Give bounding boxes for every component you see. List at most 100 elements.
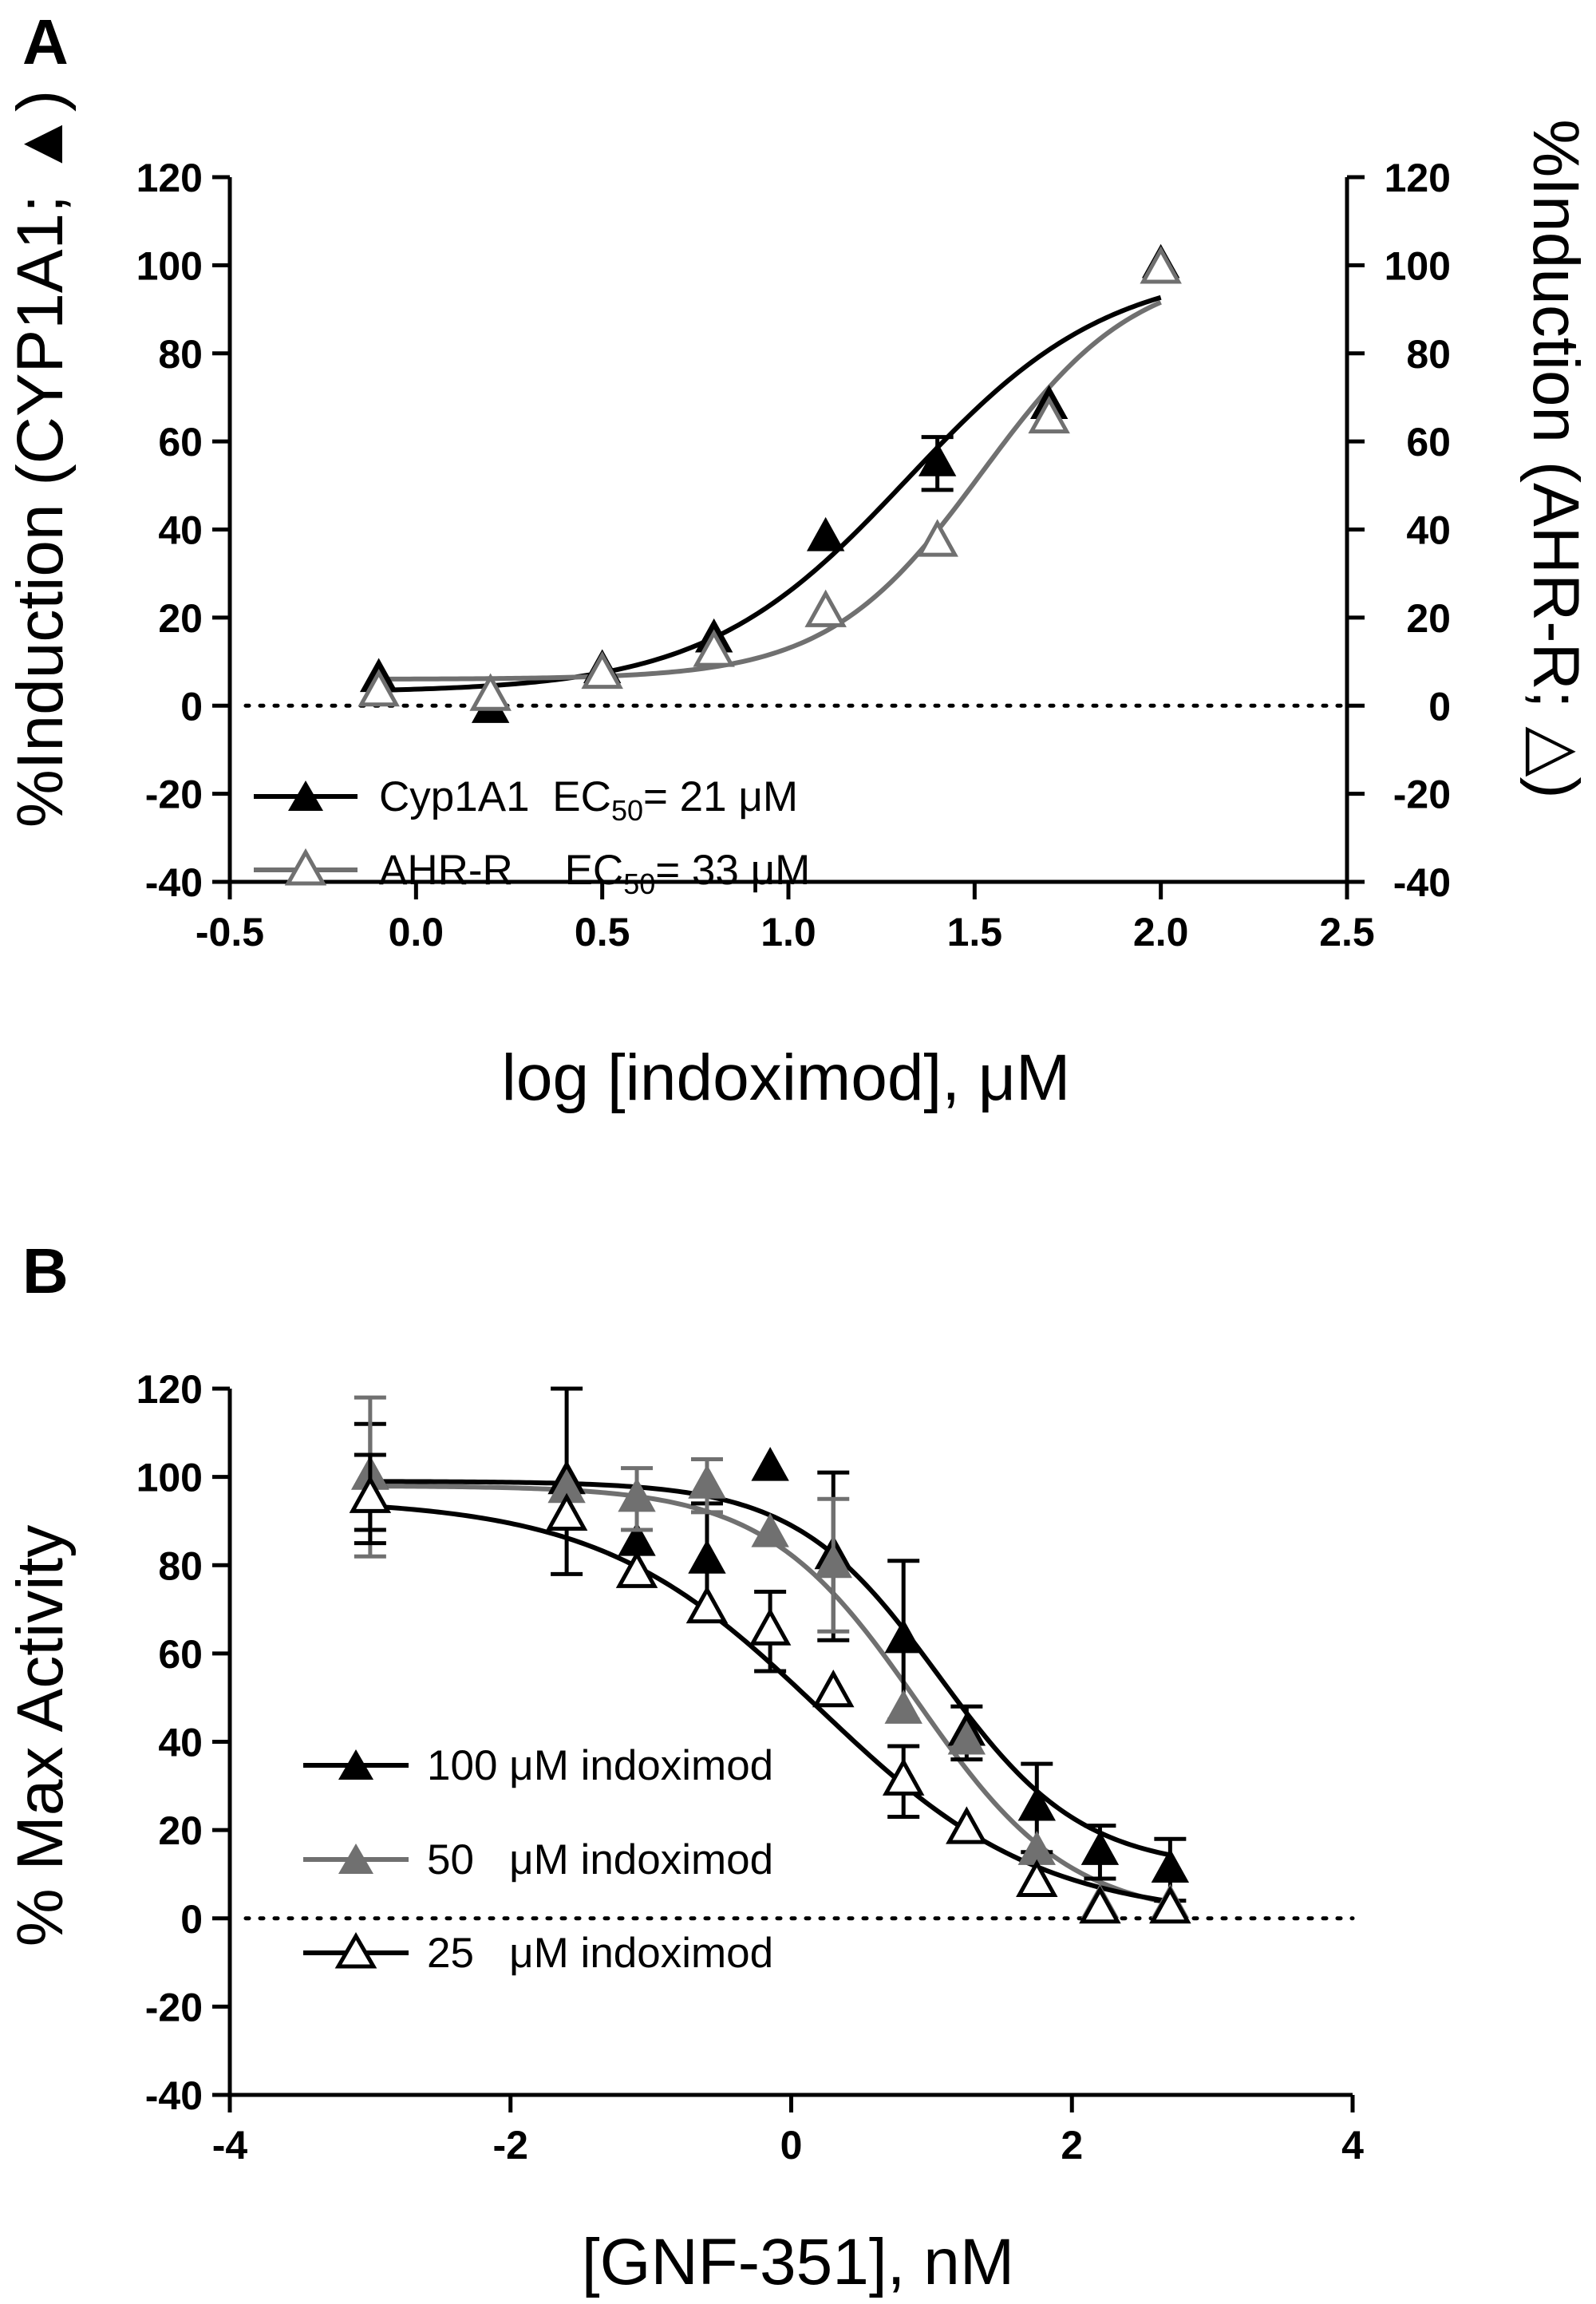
y-tick-label-right: 0 <box>1428 684 1451 729</box>
y-tick-label: 120 <box>136 1367 203 1412</box>
data-point-s0-6 <box>884 1618 922 1654</box>
legend-b-label-25: 25 μM indoximod <box>427 1930 773 1977</box>
panel-b-letter: B <box>22 1235 69 1306</box>
data-point-s2-1 <box>545 1492 588 1531</box>
panel-a-y-axis-title-right: %Induction (AHR-R; △) <box>1519 119 1592 798</box>
fit-curve-1 <box>378 300 1162 682</box>
panel-b-y-ticks: -40 -20 0 20 40 60 80 100 120 <box>136 1367 230 2118</box>
y-tick-label: 60 <box>158 420 203 464</box>
data-point-s2-7 <box>946 1806 988 1844</box>
panel-b-x-ticks: -4 -2 0 2 4 <box>212 2095 1364 2168</box>
y-tick-label: 100 <box>136 243 203 288</box>
y-tick-label: 120 <box>136 156 203 200</box>
legend-b-marker-25 <box>334 1932 377 1969</box>
data-point-s0-8 <box>1017 1786 1056 1821</box>
legend-b-marker-50 <box>338 1844 373 1874</box>
y-tick-label: 20 <box>158 1808 203 1853</box>
legend-a-ec-value-ahrr: = 33 μM <box>655 847 810 894</box>
x-tick-label: -2 <box>493 2123 528 2168</box>
data-point-s1-7 <box>1140 246 1182 284</box>
x-tick-label: 1.0 <box>760 910 816 954</box>
data-point-s1-1 <box>469 673 512 711</box>
y-tick-label: 20 <box>158 596 203 641</box>
data-point-s1-5 <box>814 1543 852 1579</box>
y-tick-label: 40 <box>158 1721 203 1765</box>
y-tick-label: 0 <box>180 1897 203 1942</box>
y-tick-label-right: -20 <box>1393 773 1451 817</box>
panel-a-y-ticks-right: -40 -20 0 20 40 60 80 100 120 <box>1347 156 1451 905</box>
y-tick-label: 100 <box>136 1456 203 1500</box>
panel-a-x-axis-title: log [indoximod], μM <box>502 1041 1071 1114</box>
panel-a-legend: Cyp1A1 EC50= 21 μM AHR-R EC50= 33 μM <box>254 773 810 900</box>
y-tick-label-right: -40 <box>1393 860 1451 905</box>
legend-b-label-100: 100 μM indoximod <box>427 1742 773 1789</box>
panel-a-x-ticks: -0.5 0.0 0.5 1.0 1.5 2.0 2.5 <box>196 882 1375 954</box>
y-tick-label: 80 <box>158 1543 203 1588</box>
legend-a-name-ahrr: AHR-R <box>379 847 513 894</box>
fit-curve-0 <box>378 294 1162 693</box>
data-point-s1-4 <box>804 589 847 627</box>
panel-b-x-axis-title: [GNF-351], nM <box>582 2226 1014 2298</box>
y-tick-label-right: 100 <box>1385 243 1451 288</box>
data-point-s0-10 <box>1151 1848 1190 1883</box>
legend-a-ec-cyp1a1: EC <box>552 773 611 820</box>
data-point-s2-8 <box>1016 1859 1058 1898</box>
data-point-s2-3 <box>685 1585 729 1624</box>
data-point-s2-5 <box>812 1669 855 1708</box>
x-tick-label: 4 <box>1341 2123 1364 2168</box>
y-tick-label: -20 <box>145 773 203 817</box>
x-tick-label: 2 <box>1061 2123 1083 2168</box>
y-tick-label: 40 <box>158 508 203 553</box>
legend-b-label-50: 50 μM indoximod <box>427 1836 773 1883</box>
x-tick-label: 0.0 <box>389 910 444 954</box>
x-tick-label: 0.5 <box>575 910 630 954</box>
data-point-s1-3 <box>688 1464 726 1499</box>
y-tick-label: -40 <box>145 2073 203 2118</box>
data-point-s1-6 <box>1028 395 1070 434</box>
panel-a-y-ticks-left: -40 -20 0 20 40 60 80 100 120 <box>136 156 230 905</box>
x-tick-label: 1.5 <box>947 910 1003 954</box>
y-tick-label: 0 <box>180 684 203 729</box>
data-point-s2-9 <box>1079 1885 1121 1924</box>
x-tick-label: -4 <box>212 2123 248 2168</box>
legend-a-ec-value-cyp1a1: = 21 μM <box>643 773 798 820</box>
y-tick-label-right: 20 <box>1406 596 1451 641</box>
panel-a-fit-curves <box>378 294 1162 693</box>
panel-a-y-axis-title-left: %Induction (CYP1A1; ▲) <box>4 90 77 828</box>
legend-a-ec-ahrr: EC <box>565 847 624 894</box>
y-tick-label: 60 <box>158 1632 203 1677</box>
data-point-s0-5 <box>918 442 957 476</box>
data-point-s2-10 <box>1149 1885 1191 1924</box>
panel-a-data-points <box>358 243 1182 723</box>
data-point-s0-4 <box>806 516 845 551</box>
panel-a: A -40 -20 0 20 40 60 80 100 120 -40 -20 0 20 40 60 80 1… <box>4 6 1592 1114</box>
svg-text:AHR-R EC50= 33 μM: AHR-R EC50= 33 μM <box>379 847 810 900</box>
data-point-s0-9 <box>1080 1831 1120 1865</box>
y-tick-label: -40 <box>145 860 203 905</box>
data-point-s0-3 <box>688 1539 726 1574</box>
data-point-s2-2 <box>615 1550 658 1588</box>
data-point-s2-0 <box>349 1475 392 1513</box>
panel-b-legend: 100 μM indoximod 50 μM indoximod 25 μM i… <box>303 1742 773 1977</box>
x-tick-label: -0.5 <box>196 910 264 954</box>
x-tick-label: 0 <box>780 2123 803 2168</box>
data-point-s0-4 <box>751 1446 789 1481</box>
legend-b-marker-100 <box>338 1749 373 1780</box>
y-tick-label-right: 120 <box>1385 156 1451 200</box>
data-point-s1-3 <box>693 629 735 667</box>
y-tick-label-right: 40 <box>1406 508 1451 553</box>
y-tick-label: -20 <box>145 1985 203 2029</box>
x-tick-label: 2.0 <box>1133 910 1189 954</box>
y-tick-label: 80 <box>158 332 203 377</box>
legend-a-ec-sub-ahrr: 50 <box>623 867 655 900</box>
x-tick-label: 2.5 <box>1319 910 1375 954</box>
legend-a-marker-cyp1a1 <box>288 781 323 811</box>
legend-a-ec-sub-cyp1a1: 50 <box>611 794 643 827</box>
data-point-s1-2 <box>618 1477 656 1512</box>
panel-b-y-axis-title: % Max Activity <box>4 1525 77 1947</box>
legend-a-marker-ahrr <box>284 848 327 886</box>
panel-a-letter: A <box>22 6 69 77</box>
y-tick-label-right: 80 <box>1406 332 1451 377</box>
